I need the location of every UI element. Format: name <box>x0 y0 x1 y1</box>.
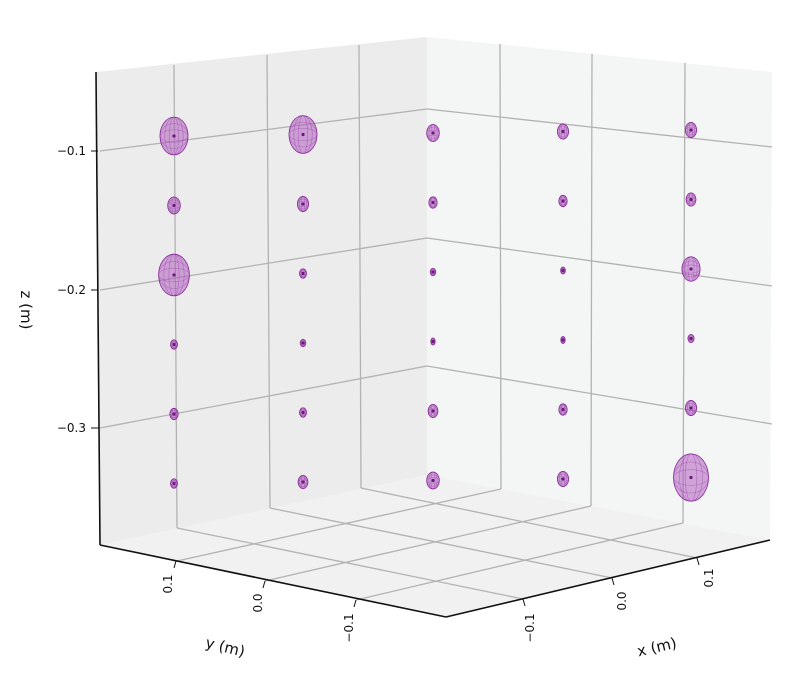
ellipsoid-marker <box>158 253 190 297</box>
ellipsoid-marker <box>560 266 566 275</box>
ellipsoid-marker <box>685 400 698 416</box>
ellipsoid-marker <box>170 339 178 350</box>
tick-marks <box>91 150 700 608</box>
ellipsoid-marker <box>167 196 181 215</box>
floor-pane <box>100 475 770 617</box>
ellipsoid-marker <box>429 267 437 277</box>
ellipsoid-marker <box>299 338 307 348</box>
ellipsoid-marker <box>159 116 189 156</box>
ellipsoid-marker <box>430 337 436 346</box>
y-axis-line <box>99 544 447 618</box>
z-tick-label: −0.1 <box>57 144 86 158</box>
ellipsoid-marker <box>558 194 568 208</box>
ellipsoid-marker <box>299 268 307 279</box>
ellipsoid-marker <box>687 333 695 344</box>
ellipsoid-marker <box>426 471 440 490</box>
back-left-pane <box>96 37 427 545</box>
back-right-pane <box>427 37 772 540</box>
x-tick-label: 0.1 <box>702 568 716 587</box>
ellipsoid-marker <box>427 403 439 419</box>
z-tick-label: −0.3 <box>57 421 86 435</box>
y-axis-label: y (m) <box>204 634 247 661</box>
y-tick-label: 0.1 <box>161 574 175 593</box>
x-tick-label: 0.0 <box>615 591 629 610</box>
x-axis-label: x (m) <box>635 634 678 661</box>
z-tick-label: −0.2 <box>57 283 86 297</box>
ellipsoid-marker <box>428 196 438 209</box>
ellipsoid-marker <box>673 453 709 502</box>
ellipsoid-marker <box>681 256 701 282</box>
grid-lines <box>99 43 773 601</box>
ellipsoid-marker <box>169 407 179 421</box>
y-tick-label: −0.1 <box>342 613 356 642</box>
x-tick-label: −0.1 <box>523 613 537 642</box>
ellipsoid-marker <box>557 123 570 140</box>
z-axis-label: z (m) <box>17 291 35 330</box>
ellipsoid-marker <box>288 115 318 154</box>
ellipsoid-marker <box>558 403 568 416</box>
x-axis-line <box>445 539 771 618</box>
y-tick-label: 0.0 <box>251 593 265 612</box>
data-markers <box>158 115 709 502</box>
ellipsoid-marker <box>557 471 570 487</box>
ellipsoid-marker <box>685 122 698 138</box>
ellipsoid-marker <box>560 336 566 344</box>
ellipsoid-marker <box>296 196 309 212</box>
ellipsoid-marker <box>426 124 440 142</box>
ellipsoid-marker <box>299 407 307 418</box>
ellipsoid-marker <box>685 192 697 207</box>
ellipsoid-marker <box>297 474 309 490</box>
ellipsoid-marker <box>170 478 178 489</box>
